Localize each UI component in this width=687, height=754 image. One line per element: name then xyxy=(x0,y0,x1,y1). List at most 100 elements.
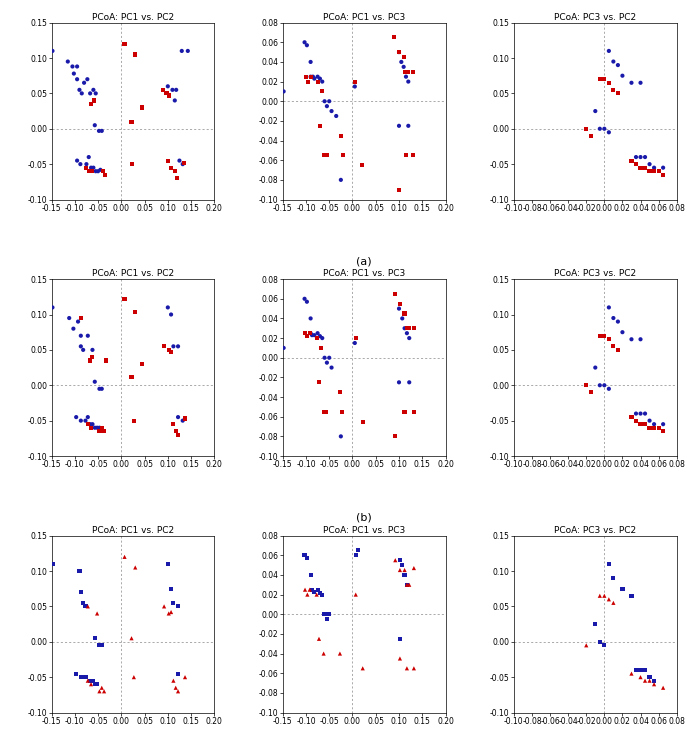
Point xyxy=(404,376,415,388)
Point xyxy=(89,632,100,644)
Point xyxy=(76,87,87,100)
Point xyxy=(311,332,322,344)
Point xyxy=(119,293,130,305)
Point xyxy=(631,407,642,419)
Point xyxy=(594,636,605,648)
Point xyxy=(126,158,137,170)
Point xyxy=(603,558,614,570)
Point xyxy=(631,151,642,163)
Point xyxy=(315,72,326,84)
Point xyxy=(322,357,333,369)
Point xyxy=(96,682,107,694)
Point xyxy=(305,327,316,339)
Point xyxy=(649,418,660,431)
Point xyxy=(99,425,110,437)
Point xyxy=(172,340,183,352)
Point xyxy=(617,583,628,595)
Point xyxy=(594,123,605,135)
Point xyxy=(69,68,79,80)
Point xyxy=(635,151,646,163)
Point xyxy=(278,85,289,97)
Point xyxy=(305,569,316,581)
Point xyxy=(64,312,75,324)
Point xyxy=(394,120,405,132)
Point xyxy=(394,554,405,566)
Point xyxy=(172,685,183,697)
Point xyxy=(319,608,330,621)
Point xyxy=(581,379,592,391)
Point xyxy=(397,559,408,571)
Point xyxy=(631,415,642,427)
Point xyxy=(350,549,361,561)
Point xyxy=(126,632,137,644)
Point xyxy=(603,45,614,57)
Point xyxy=(81,158,92,170)
Point xyxy=(137,358,148,370)
Title: PCoA: PC1 vs. PC2: PCoA: PC1 vs. PC2 xyxy=(92,13,174,22)
Point xyxy=(390,431,401,443)
Point xyxy=(302,589,313,601)
Point xyxy=(73,316,84,328)
Point xyxy=(318,406,329,418)
Point xyxy=(403,75,414,87)
Point xyxy=(87,418,98,431)
Point xyxy=(401,579,412,591)
Point xyxy=(71,667,82,679)
Point xyxy=(649,678,660,690)
Title: PCoA: PC3 vs. PC2: PCoA: PC3 vs. PC2 xyxy=(554,13,636,22)
Point xyxy=(335,648,346,660)
Point xyxy=(80,415,91,427)
Point xyxy=(126,371,137,383)
Point xyxy=(303,75,314,87)
Point xyxy=(404,579,415,591)
Point xyxy=(86,161,97,173)
Point xyxy=(179,412,190,425)
Point xyxy=(82,73,93,85)
Point xyxy=(608,597,619,609)
Point xyxy=(335,174,346,186)
Point xyxy=(608,84,619,96)
Point xyxy=(86,421,97,434)
Point xyxy=(130,562,141,574)
Point xyxy=(617,69,628,81)
Point xyxy=(317,589,328,601)
Point xyxy=(585,386,596,398)
Point xyxy=(312,584,323,596)
Point xyxy=(581,123,592,135)
Point xyxy=(47,302,58,314)
Point xyxy=(407,149,418,161)
Point xyxy=(93,165,104,177)
Point xyxy=(640,407,651,419)
Point xyxy=(349,75,360,87)
Point xyxy=(82,600,93,612)
Point xyxy=(635,664,646,676)
Point xyxy=(408,406,419,418)
Point xyxy=(401,149,412,161)
Point xyxy=(80,600,91,612)
Point xyxy=(85,675,95,687)
Point xyxy=(594,590,605,602)
Point xyxy=(631,664,642,676)
Point xyxy=(76,329,87,342)
Point xyxy=(94,639,105,651)
Point xyxy=(590,618,601,630)
Point xyxy=(644,158,655,170)
Point xyxy=(67,60,78,72)
Point xyxy=(408,322,419,334)
Point xyxy=(306,329,317,341)
Point xyxy=(612,87,623,100)
Point xyxy=(317,75,328,87)
Point xyxy=(119,38,130,50)
Point xyxy=(649,421,660,434)
Point xyxy=(166,346,177,358)
Point xyxy=(594,329,605,342)
Point xyxy=(635,161,646,173)
Point xyxy=(309,329,320,341)
Point xyxy=(390,288,401,300)
Point xyxy=(85,354,95,366)
Point xyxy=(590,362,601,374)
Point xyxy=(330,110,341,122)
Point xyxy=(599,590,610,602)
Point xyxy=(612,316,623,328)
Point xyxy=(403,120,414,132)
